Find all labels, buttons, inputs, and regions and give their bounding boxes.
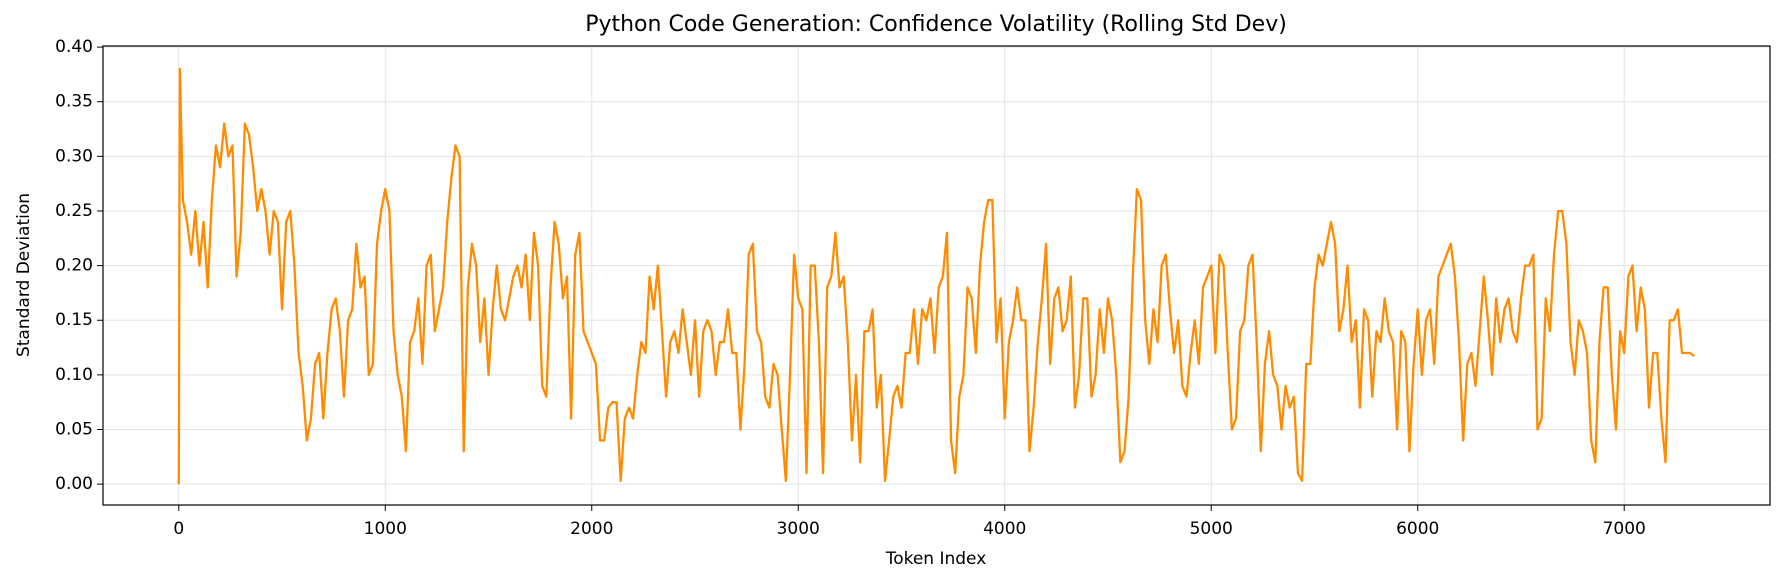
x-axis-label: Token Index <box>885 549 987 569</box>
y-tick-label: 0.05 <box>55 420 93 440</box>
y-tick-label: 0.15 <box>55 310 93 330</box>
x-tick-label: 6000 <box>1396 519 1439 539</box>
x-tick-label: 0 <box>173 519 184 539</box>
y-tick-label: 0.20 <box>55 256 93 276</box>
y-axis-label: Standard Deviation <box>14 193 34 357</box>
y-tick-label: 0.30 <box>55 146 93 166</box>
x-tick-label: 3000 <box>777 519 820 539</box>
y-tick-label: 0.00 <box>55 474 93 494</box>
data-line <box>177 67 1695 485</box>
x-tick-label: 2000 <box>570 519 613 539</box>
chart-title: Python Code Generation: Confidence Volat… <box>585 12 1287 37</box>
plot-frame <box>102 45 1771 506</box>
y-tick-label: 0.25 <box>55 201 93 221</box>
x-tick-label: 7000 <box>1603 519 1646 539</box>
y-tick-label: 0.35 <box>55 92 93 112</box>
x-tick-label: 4000 <box>983 519 1026 539</box>
x-tick-label: 5000 <box>1190 519 1233 539</box>
y-tick-label: 0.40 <box>55 37 93 57</box>
y-tick-label: 0.10 <box>55 365 93 385</box>
x-tick-label: 1000 <box>364 519 407 539</box>
